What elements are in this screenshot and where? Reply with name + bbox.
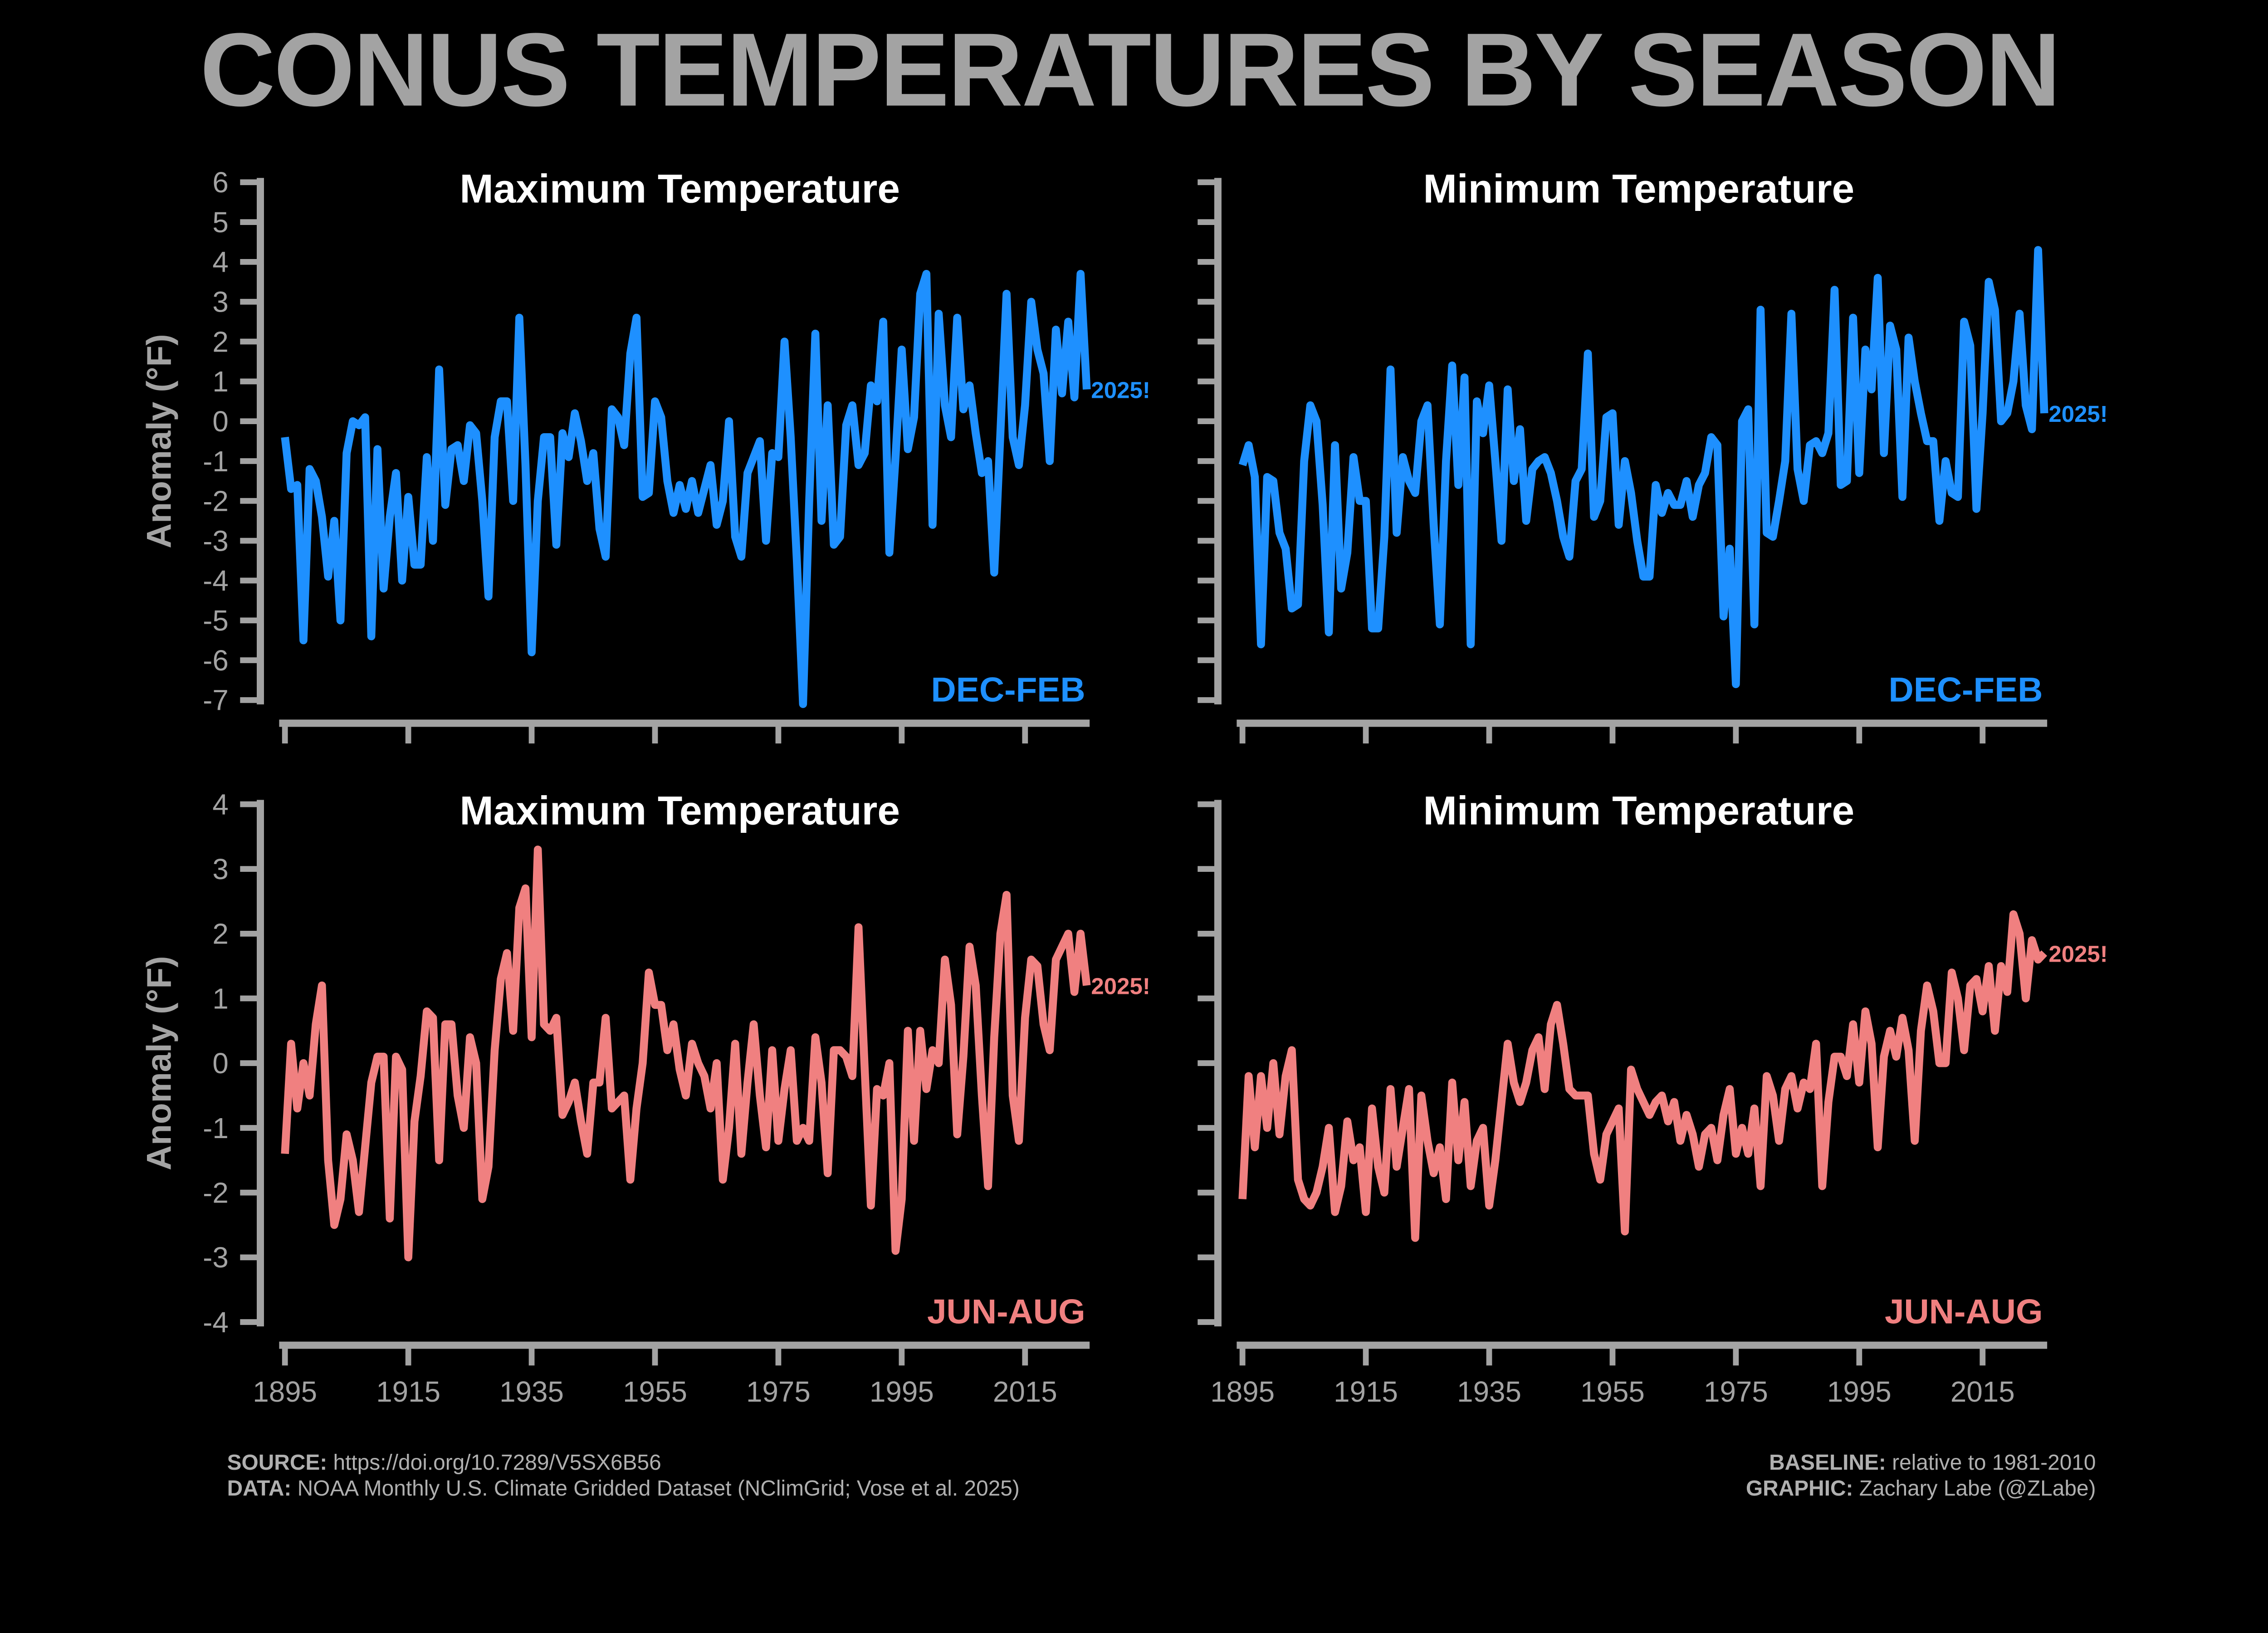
x-tick-label: 1955 xyxy=(1580,1375,1645,1408)
season-label: JUN-AUG xyxy=(1885,1293,2043,1331)
x-tick-label: 1935 xyxy=(499,1375,564,1408)
x-tick-label: 2015 xyxy=(1950,1375,2015,1408)
y-tick-label: 3 xyxy=(212,286,228,318)
y-tick-label: 1 xyxy=(212,365,228,398)
y-axis-label: Anomaly (°F) xyxy=(140,956,178,1170)
y-tick-label: 2 xyxy=(212,325,228,358)
y-tick-label: -1 xyxy=(203,445,229,478)
annotation-2025: 2025! xyxy=(2048,401,2107,427)
y-tick-label: -1 xyxy=(203,1112,229,1144)
panel-title: Minimum Temperature xyxy=(1423,166,1855,211)
x-tick-label: 1915 xyxy=(1334,1375,1398,1408)
y-tick-label: 4 xyxy=(212,246,228,279)
baseline-label: BASELINE: xyxy=(1769,1451,1886,1475)
panels: 6 5 4 3 2 1 0 -1 -2 -3 -4 -5 -6 -7 Anomaly (°F) Maximum… xyxy=(140,166,2108,1408)
x-tick-label: 1895 xyxy=(253,1375,317,1408)
background xyxy=(0,0,2268,1512)
panel-title: Maximum Temperature xyxy=(459,166,900,211)
figure: CONUS TEMPERATURES BY SEASON 6 5 4 3 2 1 0 -1 -2… xyxy=(0,0,2268,1512)
panel-2: Minimum Temperature 2025! DEC-FEB xyxy=(1198,166,2108,744)
y-tick-label: -2 xyxy=(203,485,229,518)
graphic-value: Zachary Labe (@ZLabe) xyxy=(1853,1477,2096,1501)
footer-source: SOURCE: https://doi.org/10.7289/V5SX6B56 xyxy=(227,1451,661,1475)
data-value: NOAA Monthly U.S. Climate Gridded Datase… xyxy=(291,1477,1020,1501)
y-tick-label: -4 xyxy=(203,564,229,597)
annotation-2025: 2025! xyxy=(1091,973,1150,999)
source-value: https://doi.org/10.7289/V5SX6B56 xyxy=(327,1451,661,1475)
annotation-2025: 2025! xyxy=(1091,377,1150,403)
x-tick-label: 1935 xyxy=(1457,1375,1521,1408)
data-label: DATA: xyxy=(227,1477,292,1501)
y-tick-label: -3 xyxy=(203,1241,229,1274)
x-tick-label: 1915 xyxy=(376,1375,440,1408)
y-tick-label: 2 xyxy=(212,918,228,950)
season-label: JUN-AUG xyxy=(927,1293,1085,1331)
footer-graphic: GRAPHIC: Zachary Labe (@ZLabe) xyxy=(1746,1477,2096,1501)
y-tick-label: 1 xyxy=(212,982,228,1015)
season-label: DEC-FEB xyxy=(1889,671,2043,709)
baseline-value: relative to 1981-2010 xyxy=(1886,1451,2096,1475)
x-tick-label: 1995 xyxy=(1827,1375,1892,1408)
season-label: DEC-FEB xyxy=(931,671,1085,709)
y-tick-label: 6 xyxy=(212,166,228,199)
source-label: SOURCE: xyxy=(227,1451,327,1475)
footer-data: DATA: NOAA Monthly U.S. Climate Gridded … xyxy=(227,1477,1020,1501)
y-tick-label: 4 xyxy=(212,788,228,821)
panel-title: Minimum Temperature xyxy=(1423,788,1855,833)
y-tick-label: 5 xyxy=(212,206,228,239)
footer-baseline: BASELINE: relative to 1981-2010 xyxy=(1769,1451,2096,1475)
x-tick-label: 1975 xyxy=(746,1375,811,1408)
x-tick-label: 1895 xyxy=(1210,1375,1275,1408)
y-tick-label: 3 xyxy=(212,853,228,885)
y-tick-label: -6 xyxy=(203,644,229,677)
y-tick-label: -3 xyxy=(203,524,229,557)
x-tick-label: 1995 xyxy=(870,1375,934,1408)
y-tick-label: -4 xyxy=(203,1306,229,1339)
y-tick-label: 0 xyxy=(212,405,228,438)
panel-4: 1895 1915 1935 1955 1975 1995 2015 Minimum Temp… xyxy=(1198,788,2108,1408)
y-tick-label: -2 xyxy=(203,1176,229,1209)
panel-3: 4 3 2 1 0 -1 -2 -3 -4 1895 1915 1935 1955 1975 1995 201… xyxy=(140,788,1150,1408)
x-tick-label: 1955 xyxy=(623,1375,687,1408)
panel-title: Maximum Temperature xyxy=(459,788,900,833)
y-axis-label: Anomaly (°F) xyxy=(140,334,178,548)
y-tick-label: -7 xyxy=(203,684,229,717)
annotation-2025: 2025! xyxy=(2048,941,2107,967)
figure-title: CONUS TEMPERATURES BY SEASON xyxy=(200,11,2059,128)
panel-1: 6 5 4 3 2 1 0 -1 -2 -3 -4 -5 -6 -7 Anomaly (°F) Maximum… xyxy=(140,166,1150,744)
graphic-label: GRAPHIC: xyxy=(1746,1477,1853,1501)
y-tick-label: -5 xyxy=(203,604,229,637)
y-tick-label: 0 xyxy=(212,1047,228,1080)
x-tick-label: 1975 xyxy=(1704,1375,1768,1408)
x-tick-label: 2015 xyxy=(993,1375,1057,1408)
